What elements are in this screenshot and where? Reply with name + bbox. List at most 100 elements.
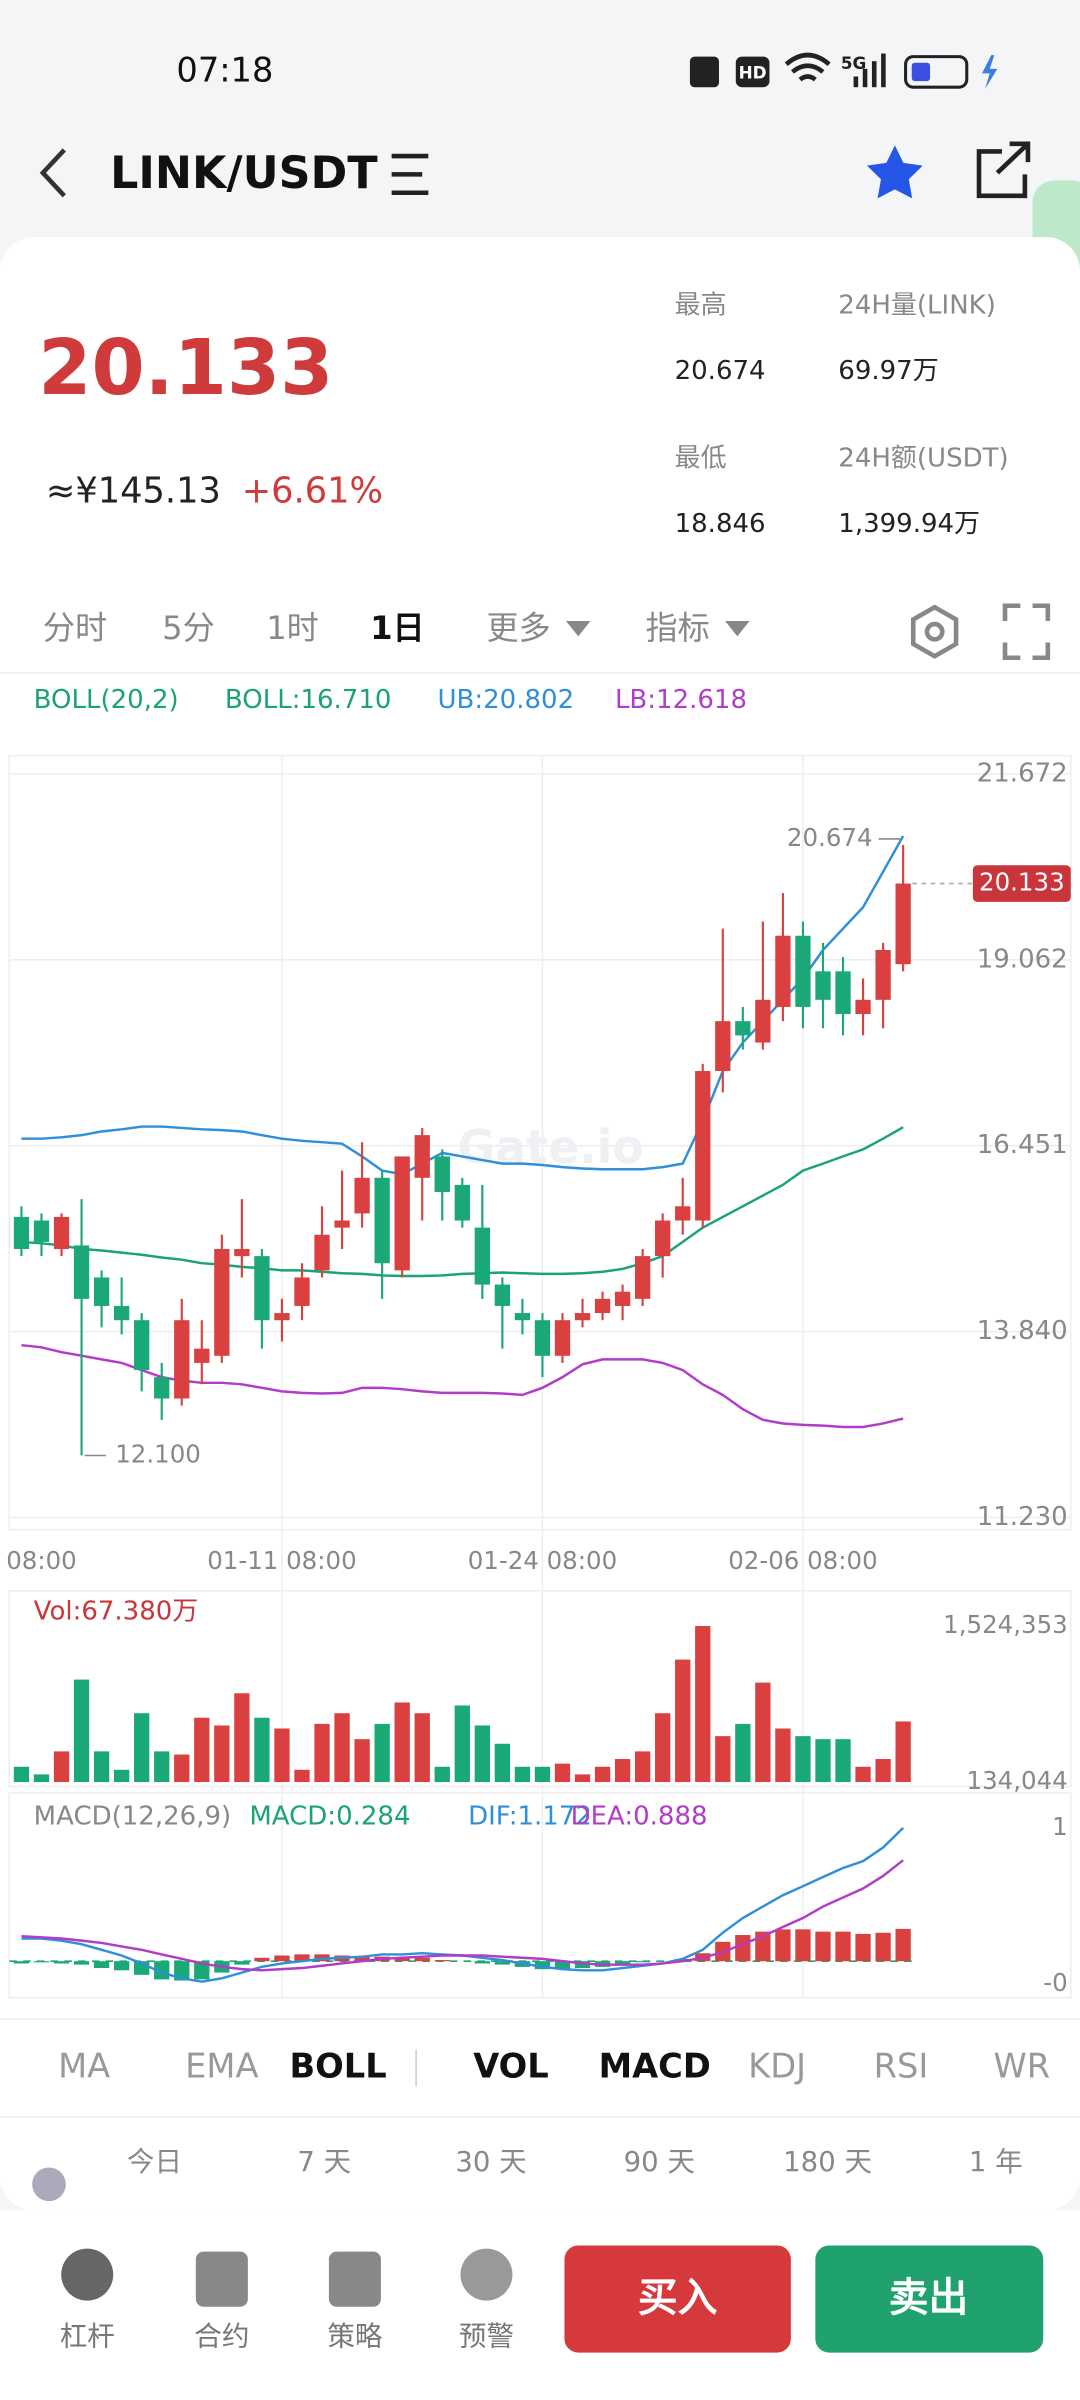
candle-body [695,1071,711,1221]
candle-body [414,1135,430,1178]
indicator-tab[interactable]: WR [994,2047,1051,2086]
indicator-tab[interactable]: KDJ [748,2047,806,2086]
favorite-star[interactable] [867,145,923,199]
sell-button[interactable] [815,2245,1044,2353]
y-tick-label: 11.230 [977,1502,1068,1532]
candle-body [735,1021,751,1036]
candle-body [514,1313,531,1321]
share-button[interactable] [976,141,1031,199]
volume-legend: Vol:67.380万 [34,1597,199,1627]
indicator-legend: BOLL(20,2) [34,685,179,715]
range-tab[interactable]: 7 天 [297,2146,351,2178]
last-price: 20.133 [38,324,333,413]
stat-value: 18.846 [675,509,766,539]
pair-menu-icon[interactable] [391,153,429,196]
indicator-tab[interactable]: EMA [185,2047,258,2086]
volume-bar [594,1766,611,1783]
candle-body [334,1220,350,1228]
indicator-legend: MACD:0.284 [249,1802,410,1832]
indicator-legend: DIF:1.172 [468,1802,592,1832]
indicator-tab[interactable]: MACD [599,2047,711,2086]
pair-title[interactable]: LINK/USDT [110,148,378,199]
range-tab[interactable]: 30 天 [455,2146,526,2178]
volume-bar [795,1736,811,1783]
candle-body [113,1305,130,1321]
indicator-tab[interactable]: RSI [874,2047,929,2086]
candle-body [855,999,871,1015]
stat-value: 69.97万 [838,356,938,386]
period-tab[interactable]: 5分 [162,609,215,647]
volume-bar [775,1728,791,1783]
range-tab[interactable]: 1 年 [969,2146,1023,2178]
nfc-icon [689,56,719,88]
macd-bar [73,1961,90,1965]
info-icon[interactable] [32,2167,66,2202]
candle-body [875,949,891,1000]
range-tab[interactable]: 90 天 [624,2146,695,2178]
candle-body [53,1216,70,1249]
nav-icon [195,2251,248,2307]
indicator-tab[interactable]: BOLL [290,2047,387,2086]
hd-label: HD [739,62,767,82]
indicator-legend: MACD(12,26,9) [34,1802,231,1832]
macd-bar [735,1935,751,1962]
range-tab[interactable]: 今日 [127,2146,182,2178]
macd-bar [534,1961,551,1970]
nav-label[interactable]: 预警 [459,2320,514,2352]
period-tab[interactable]: 分时 [43,609,107,647]
range-tab[interactable]: 180 天 [783,2146,872,2178]
macd-bar [194,1961,210,1980]
volume-bar [815,1739,831,1783]
candle-body [755,999,771,1043]
period-tab[interactable]: 1时 [266,609,319,647]
stat-value: 20.674 [675,356,766,386]
fullscreen-icon[interactable] [1002,603,1051,661]
macd-bar [113,1961,130,1971]
sell-label[interactable]: 卖出 [889,2275,969,2321]
candle-body [554,1320,571,1356]
wifi-icon [784,52,831,82]
candle-body [33,1220,50,1242]
y-tick-label: 16.451 [977,1130,1068,1160]
volume-bar [174,1754,190,1783]
period-tab[interactable]: 指标 [646,609,710,647]
period-tab-active[interactable]: 1日 [370,609,424,647]
candle-body [154,1377,170,1399]
candle-body [354,1177,370,1214]
nav-label[interactable]: 策略 [327,2320,383,2352]
candle-body [254,1256,270,1321]
macd-bar [13,1961,30,1964]
battery [904,55,969,89]
macd-bar [855,1933,871,1962]
high-annotation: 20.674 [787,823,873,852]
nav-label[interactable]: 合约 [194,2320,249,2352]
back-button[interactable] [39,148,66,198]
settings-icon[interactable] [910,604,959,659]
last-price-tag-label: 20.133 [979,868,1065,897]
buy-label[interactable]: 买入 [638,2275,718,2321]
nav-icon [328,2251,381,2307]
period-tab[interactable]: 更多 [486,609,550,647]
macd-bar [53,1961,70,1964]
macd-bar [614,1961,631,1965]
volume-bar [53,1751,70,1783]
indicator-legend: LB:12.618 [615,685,747,715]
candle-body [614,1291,631,1306]
candle-body [394,1156,410,1271]
buy-button[interactable] [564,2245,791,2353]
status-time: 07:18 [176,50,273,89]
volume-bar [334,1713,350,1783]
y-tick-label: 1 [1052,1812,1068,1841]
indicator-tab[interactable]: MA [58,2047,110,2086]
candle-body [234,1248,250,1257]
macd-bar [274,1955,290,1962]
nav-label[interactable]: 杠杆 [60,2320,115,2352]
battery-level [911,62,931,82]
indicator-tab[interactable]: VOL [473,2047,548,2086]
volume-panel [8,1590,1072,1788]
y-tick-label: 1,524,353 [943,1610,1068,1639]
candle-body [454,1184,470,1221]
candle-body [775,935,791,1007]
stat-label: 最高 [675,290,727,320]
